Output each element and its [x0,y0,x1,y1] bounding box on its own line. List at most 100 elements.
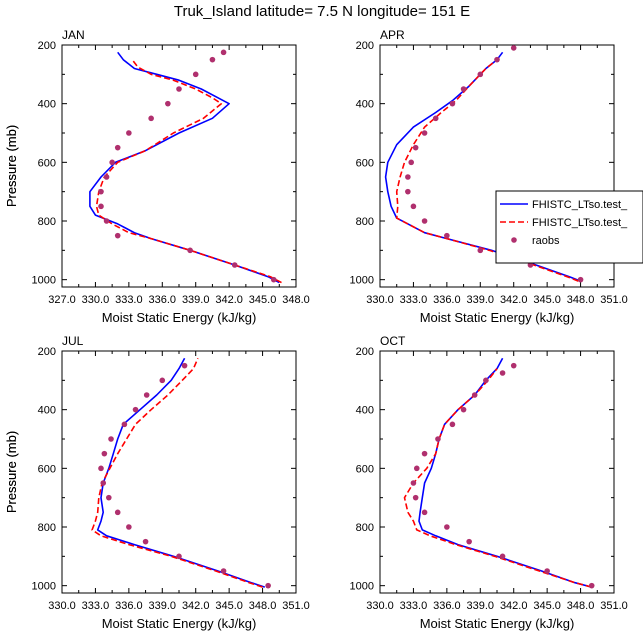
x-tick-label: 327.0 [48,294,76,306]
raobs-point [405,174,411,180]
raobs-point [98,203,104,210]
series-line-model2 [395,59,579,282]
y-tick-label: 400 [356,405,374,417]
x-tick-label: 330.0 [366,600,394,612]
panel-jan: JAN 327.0 330.0 333.0 336.0 339.0 342.0 345.0 34… [4,28,310,325]
raobs-point [435,436,441,442]
x-tick-label: 345.0 [215,600,243,612]
x-tick-label: 351.0 [282,600,310,612]
x-tick-label: 336.0 [433,294,461,306]
y-tick-label: 600 [38,157,56,169]
x-tick-label: 348.0 [249,600,277,612]
y-axis-title: Pressure (mb) [4,431,19,513]
series-line-model2 [403,368,592,588]
raobs-point [209,56,216,63]
raobs-point [114,509,121,516]
raobs-point [408,159,415,166]
y-tick-label: 1000 [32,275,56,287]
x-tick-label: 348.0 [282,294,310,306]
raobs-point [126,524,132,530]
raobs-point [265,582,271,589]
raobs-point [588,582,595,589]
raobs-point [460,406,467,413]
y-tick-label: 400 [38,99,56,111]
raobs-point [132,406,139,413]
raobs-point [405,188,411,195]
y-axis-title: Pressure (mb) [4,125,19,207]
y-tick-label: 600 [356,157,374,169]
raobs-point [494,56,500,63]
x-axis-title: Moist Static Energy (kJ/kg) [420,310,575,325]
raobs-point [527,262,534,268]
raobs-point [114,232,121,239]
y-axis-title: Pressure (mb) [4,431,19,513]
y-tick-label: 1000 [350,581,374,593]
y-tick-label: 1000 [350,275,374,287]
raobs-point [421,130,428,136]
legend: FHISTC_LTso.test_ FHISTC_LTso.test_ raob… [495,190,643,264]
raobs-point [466,538,472,545]
raobs-point [510,362,517,369]
x-tick-label: 339.0 [182,294,210,306]
y-tick-label: 200 [38,346,56,358]
raobs-point [444,232,450,239]
legend-box [495,190,643,264]
plot-frame-jan [61,44,297,288]
x-tick-label: 342.0 [500,600,528,612]
legend-label-raobs: raobs [532,235,560,247]
x-tick-label: 345.0 [249,294,277,306]
raobs-point [101,450,108,457]
raobs-point [98,188,104,195]
x-tick-label: 351.0 [600,294,628,306]
y-tick-label: 200 [356,40,374,52]
panel-label-jul: JUL [62,334,84,348]
series-line-model1 [418,357,592,588]
raobs-point [98,465,104,472]
raobs-point [460,86,467,92]
x-tick-label: 336.0 [149,294,177,306]
raobs-point [477,247,484,254]
raobs-point [412,144,419,151]
raobs-point [148,115,154,122]
raobs-point [121,421,128,428]
y-axis-title: Pressure (mb) [4,125,19,207]
x-tick-label: 333.0 [400,600,428,612]
raobs-point [421,509,428,516]
x-axis-title: Moist Static Energy (kJ/kg) [420,616,575,631]
raobs-point [176,86,182,92]
x-tick-label: 339.0 [467,600,495,612]
raobs-point [159,377,166,384]
x-axis-title: Moist Static Energy (kJ/kg) [102,310,257,325]
raobs-point [220,49,227,56]
raobs-point [165,100,171,107]
x-tick-label: 333.0 [82,600,110,612]
legend-label-model2: FHISTC_LTso.test_ [532,217,628,229]
raobs-point [106,494,112,501]
raobs-point [432,115,439,122]
raobs-point [471,392,478,398]
x-tick-label: 339.0 [149,600,177,612]
legend-swatch-raobs [511,237,517,243]
raobs-point [142,538,149,545]
raobs-point [126,130,132,136]
y-tick-label: 800 [356,216,374,228]
x-tick-label: 339.0 [467,294,495,306]
x-tick-label: 351.0 [600,600,628,612]
x-tick-label: 348.0 [567,294,595,306]
raobs-point [412,494,419,501]
raobs-point [181,362,188,369]
series-line-model2 [91,357,263,588]
raobs-point [449,100,456,107]
panel-label-jan: JAN [62,28,85,42]
raobs-point [192,71,199,78]
x-tick-label: 342.0 [215,294,243,306]
raobs-point [421,218,428,224]
figure-title: Truk_Island latitude= 7.5 N longitude= 1… [174,3,470,20]
x-tick-label: 345.0 [533,600,561,612]
x-tick-label: 330.0 [48,600,76,612]
raobs-point [220,568,227,574]
y-tick-label: 400 [38,405,56,417]
x-tick-label: 336.0 [433,600,461,612]
